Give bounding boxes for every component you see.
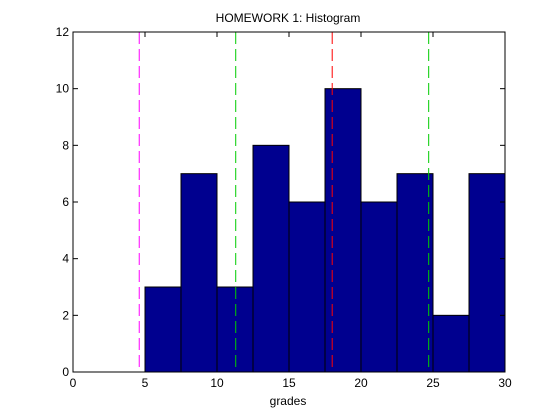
histogram-bar-7 [396, 173, 434, 373]
y-tick-labels: 0 2 4 6 8 10 12 [56, 25, 70, 379]
histogram-bar-9 [468, 173, 506, 373]
x-tick-label-4: 20 [354, 376, 368, 390]
y-tick-label-2: 4 [62, 252, 69, 266]
x-tick-labels: 0 5 10 15 20 25 30 [70, 376, 512, 390]
histogram-bar-2 [216, 286, 254, 373]
y-tick-label-1: 2 [62, 308, 69, 322]
x-tick-label-1: 5 [142, 376, 149, 390]
x-tick-label-5: 25 [426, 376, 440, 390]
histogram-bar-1 [180, 173, 218, 373]
x-tick-label-0: 0 [70, 376, 77, 390]
histogram-bar-3 [252, 144, 290, 373]
y-tick-label-4: 8 [62, 138, 69, 152]
x-axis-label: grades [270, 394, 307, 408]
histogram-bar-6 [360, 201, 398, 373]
x-tick-label-6: 30 [498, 376, 512, 390]
histogram-bar-5 [324, 88, 362, 373]
histogram-bar-4 [288, 201, 326, 373]
y-tick-label-3: 6 [62, 195, 69, 209]
chart-title: HOMEWORK 1: Histogram [216, 11, 361, 25]
x-tick-label-3: 15 [282, 376, 296, 390]
y-tick-label-5: 10 [56, 82, 70, 96]
reference-lines-layer [138, 32, 430, 372]
histogram-bar-8 [432, 314, 470, 373]
y-tick-label-6: 12 [56, 25, 70, 39]
histogram-bar-0 [144, 286, 182, 373]
y-tick-label-0: 0 [62, 365, 69, 379]
plot-frame [72, 31, 506, 373]
x-tick-label-2: 10 [210, 376, 224, 390]
bars-layer [144, 88, 506, 373]
